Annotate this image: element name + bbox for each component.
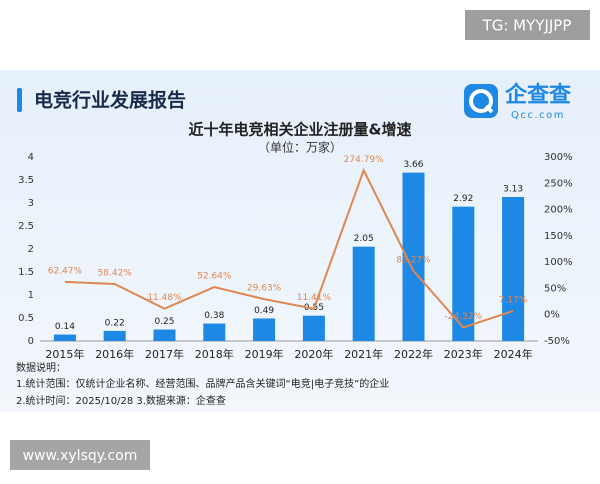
y-tick-label: 1.5 [18, 267, 34, 278]
bar-value-label: 3.66 [403, 160, 423, 170]
line-value-label: 11.48% [147, 293, 182, 303]
bar [302, 315, 325, 341]
logo-q [469, 89, 493, 113]
bar [502, 197, 525, 341]
bar [253, 318, 276, 341]
y2-tick-label: 300% [544, 152, 573, 163]
y2-tick-label: 150% [544, 231, 573, 242]
y-tick-label: 2.5 [18, 221, 34, 232]
y2-tick-label: 250% [544, 178, 573, 189]
bar [153, 329, 176, 341]
y-tick-label: 0.5 [18, 313, 34, 324]
bar-value-label: 3.13 [503, 185, 523, 195]
x-tick-label: 2018年 [195, 347, 234, 361]
line-value-label: 7.17% [499, 295, 528, 305]
note: 1.统计范围：仅统计企业名称、经营范围、品牌产品含关键词“电竞|电子竞技”的企业 [16, 377, 389, 390]
y2-tick-label: 100% [544, 257, 573, 268]
line [64, 167, 514, 329]
bar-value-label: 0.49 [254, 306, 274, 316]
bar [203, 323, 226, 341]
x-tick-label: 2024年 [494, 347, 533, 361]
footer-watermark: www.xylsqy.com [23, 448, 138, 464]
logo-sub: Qcc.com [511, 110, 565, 121]
bar [53, 334, 76, 341]
x-tick-label: 2017年 [145, 347, 184, 361]
header-title: 电竞行业发展报告 [34, 89, 186, 112]
x-tick-label: 2022年 [394, 347, 433, 361]
y2-tick-label: 0% [544, 310, 560, 321]
bar-value-label: 2.92 [453, 194, 473, 204]
x-tick-label: 2023年 [444, 347, 483, 361]
y-tick-label: 3.5 [18, 175, 34, 186]
bar-value-label: 0.22 [105, 318, 125, 328]
bar-value-label: 0.25 [154, 317, 174, 327]
chart-title: 近十年电竞相关企业注册量&增速 [188, 121, 411, 139]
line-value-label: 62.47% [48, 266, 83, 276]
bar [103, 330, 126, 341]
logo-q-tail [484, 104, 494, 114]
line-value-label: 58.42% [98, 269, 133, 279]
bar-value-label: 0.14 [55, 322, 75, 332]
line-value-label: 11.41% [297, 293, 332, 303]
bar [452, 206, 475, 341]
x-tick-label: 2021年 [344, 347, 383, 361]
plot: 0 0.5 1 1.5 2 2.5 3 3.5 4 -50% 0% 50% 100% 150% 200% 25… [18, 152, 573, 361]
bar [402, 172, 425, 341]
line-value-label: 52.64% [197, 272, 232, 282]
line-value-label: 29.63% [247, 284, 282, 294]
logo-text: 企查查 [504, 82, 571, 108]
bar-value-label: 2.05 [354, 234, 374, 244]
y-tick-label: 0 [28, 336, 34, 347]
note: 2.统计时间：2025/10/28 3.数据来源：企查查 [16, 394, 226, 407]
line-value-label: 83.27% [396, 255, 431, 265]
x-tick-label: 2016年 [95, 347, 134, 361]
line-value-label: -24.32% [445, 312, 483, 322]
line-value-label: 274.79% [344, 155, 384, 165]
y-tick-label: 2 [28, 244, 34, 255]
bar-value-label: 0.38 [204, 311, 224, 321]
panel [0, 70, 600, 412]
y2-tick-label: 50% [544, 283, 566, 294]
watermark-box [465, 10, 590, 40]
chart-subtitle: （单位：万家） [258, 140, 342, 155]
x-tick-label: 2020年 [294, 347, 333, 361]
x-tick-label: 2015年 [45, 347, 84, 361]
y-tick-label: 3 [28, 198, 34, 209]
x-tick-label: 2019年 [245, 347, 284, 361]
watermark: TG: MYYJJPP [482, 17, 572, 35]
y2-tick-label: 200% [544, 205, 573, 216]
header-accent [17, 88, 22, 112]
footer-watermark-box [10, 440, 150, 470]
y-tick-label: 1 [28, 290, 34, 301]
note: 数据说明： [16, 361, 66, 374]
y-tick-label: 4 [28, 152, 34, 163]
y2-tick-label: -50% [544, 336, 570, 347]
bar [352, 246, 375, 341]
